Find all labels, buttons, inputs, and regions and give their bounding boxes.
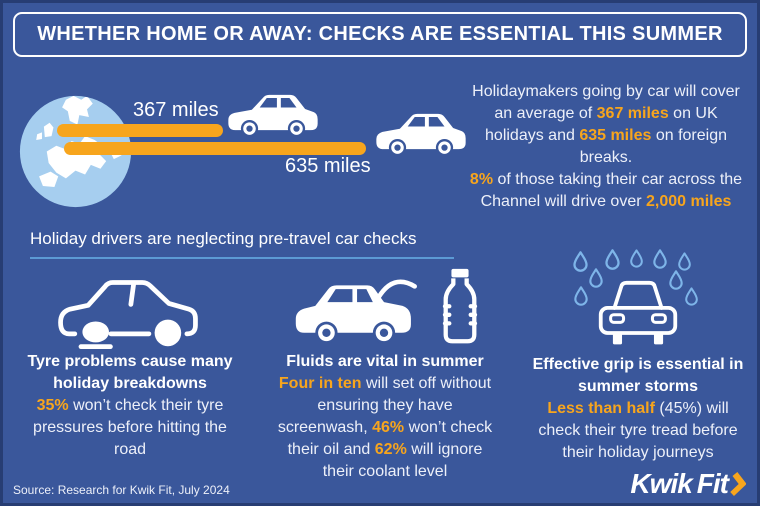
logo-text-kwik: Kwik — [630, 468, 692, 499]
raindrop-icon — [573, 285, 589, 307]
section-heading: Holiday drivers are neglecting pre-trave… — [30, 229, 454, 259]
intro-text: Holidaymakers going by car will cover an … — [469, 83, 743, 210]
car-front-icon — [598, 280, 678, 345]
car-side-icon — [374, 110, 468, 157]
page-title: WHETHER HOME OR AWAY: CHECKS ARE ESSENTI… — [37, 23, 723, 45]
column-fluids: Fluids are vital in summer Four in ten w… — [262, 351, 508, 483]
column-tyres: Tyre problems cause many holiday breakdow… — [10, 351, 250, 461]
column-body: 35% won’t check their tyre pressures befo… — [33, 397, 227, 458]
car-open-bonnet-icon — [295, 279, 417, 344]
raindrop-icon — [684, 286, 699, 307]
car-side-icon — [226, 91, 320, 138]
mileage-bar-uk — [57, 124, 223, 137]
column-body: Four in ten will set off without ensuring… — [277, 375, 493, 480]
mileage-bar-foreign — [64, 142, 366, 155]
column-heading: Fluids are vital in summer — [286, 353, 484, 370]
mileage-label-uk: 367 miles — [133, 99, 219, 121]
title-banner: WHETHER HOME OR AWAY: CHECKS ARE ESSENTI… — [13, 12, 747, 57]
raindrop-icon — [652, 248, 668, 270]
column-heading: Effective grip is essential in summer sto… — [532, 356, 744, 395]
kwikfit-logo: Kwik Fit — [630, 466, 748, 502]
logo-text-fit: Fit — [696, 468, 729, 499]
column-body: Less than half (45%) will check their tyr… — [538, 400, 738, 461]
car-flat-tyre-icon — [58, 280, 198, 350]
raindrop-icon — [604, 248, 621, 271]
raindrop-icon — [572, 250, 589, 273]
fluid-bottle-icon — [442, 268, 478, 344]
logo-chevron-icon — [729, 471, 748, 497]
raindrop-icon — [629, 248, 644, 269]
source-text: Source: Research for Kwik Fit, July 2024 — [13, 483, 230, 497]
mileage-label-foreign: 635 miles — [285, 155, 371, 177]
column-heading: Tyre problems cause many holiday breakdow… — [27, 353, 233, 392]
column-grip: Effective grip is essential in summer sto… — [520, 354, 756, 464]
